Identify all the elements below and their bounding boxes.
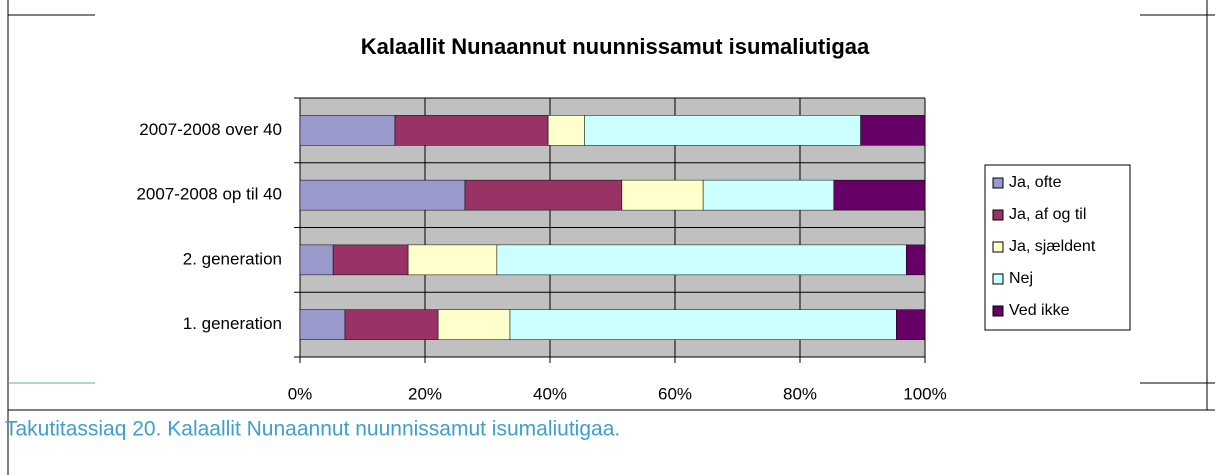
legend-label: Ja, sjældent	[1009, 238, 1096, 255]
legend-swatch	[992, 177, 1004, 189]
bar-segment	[584, 115, 861, 146]
x-tick-label: 0%	[288, 384, 313, 403]
bar-segment	[407, 244, 498, 276]
legend-box	[984, 164, 1131, 331]
bar-segment	[299, 244, 334, 276]
bar-segment	[437, 309, 511, 340]
legend-label: Ja, af og til	[1009, 206, 1086, 223]
bar-segment	[702, 179, 834, 211]
bar-segment	[509, 309, 897, 340]
bar-segment	[906, 244, 926, 276]
x-tick-label: 100%	[903, 384, 946, 403]
bar-segment	[896, 309, 926, 340]
bar-segment	[299, 309, 346, 340]
y-tick-label: 1. generation	[183, 314, 282, 333]
bar-segment	[496, 244, 907, 276]
bar-segment	[833, 179, 926, 211]
legend-swatch	[992, 209, 1004, 221]
bar-segment	[332, 244, 409, 276]
chart-title: Kalaallit Nunaannut nuunnissamut isumali…	[361, 34, 870, 59]
legend-label: Nej	[1009, 270, 1033, 287]
bar-segment	[344, 309, 439, 340]
bar-segment	[299, 179, 466, 211]
x-tick-label: 40%	[533, 384, 567, 403]
bar-segment	[464, 179, 623, 211]
caption: Takutitassiaq 20. Kalaallit Nunaannut nu…	[5, 418, 620, 441]
y-tick-label: 2007-2008 op til 40	[136, 185, 282, 204]
x-tick-label: 20%	[408, 384, 442, 403]
bar-segment	[621, 179, 704, 211]
legend-swatch	[992, 273, 1004, 285]
x-tick-label: 80%	[783, 384, 817, 403]
legend-label: Ja, ofte	[1009, 174, 1062, 191]
legend-swatch	[992, 305, 1004, 317]
bar-segment	[394, 115, 549, 146]
bar-segment	[547, 115, 585, 146]
legend-swatch	[992, 241, 1004, 253]
y-tick-label: 2007-2008 over 40	[139, 120, 282, 139]
y-tick-label: 2. generation	[183, 249, 282, 268]
bar-segment	[299, 115, 396, 146]
legend-label: Ved ikke	[1009, 302, 1070, 319]
bar-segment	[860, 115, 926, 146]
x-tick-label: 60%	[658, 384, 692, 403]
